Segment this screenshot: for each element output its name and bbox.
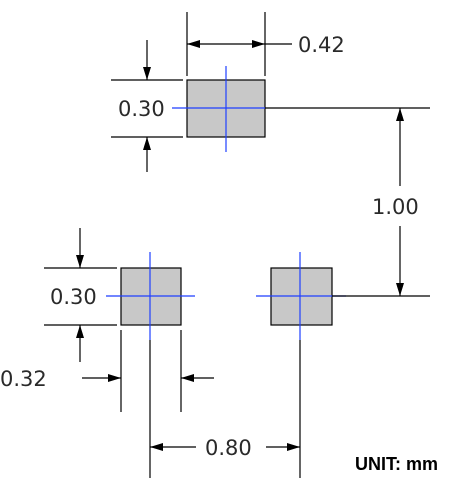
- dimension-pad-width: [186, 12, 292, 76]
- dimension-pad-height-top: [111, 40, 183, 172]
- dimension-horizontal-pitch: [149, 340, 301, 478]
- label-vertical-pitch: 1.00: [372, 195, 419, 219]
- center-lines: [106, 66, 346, 340]
- unit-label: UNIT: mm: [355, 454, 438, 474]
- label-horizontal-pitch: 0.80: [205, 436, 252, 460]
- label-pad-height-left: 0.30: [50, 285, 97, 309]
- dimension-pad-width-left: [82, 330, 214, 412]
- label-pad-width: 0.42: [298, 33, 345, 57]
- label-pad-width-left: 0.32: [0, 367, 47, 391]
- dimension-pad-height-left: [44, 228, 117, 362]
- label-pad-height-top: 0.30: [118, 97, 165, 121]
- dimension-vertical-pitch: [265, 107, 430, 297]
